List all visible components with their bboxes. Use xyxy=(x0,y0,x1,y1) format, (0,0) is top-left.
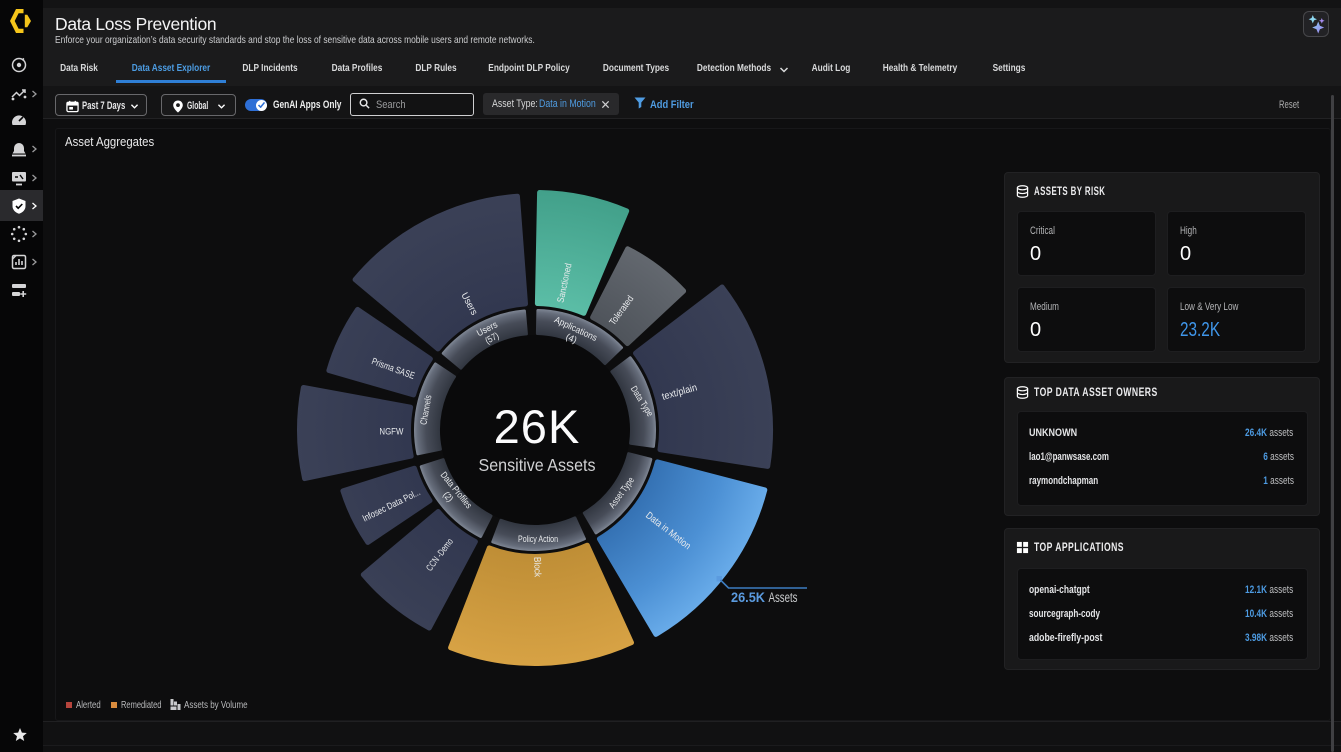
svg-text:Block: Block xyxy=(531,557,542,577)
svg-text:NGFW: NGFW xyxy=(379,427,403,438)
svg-text:Sensitive Assets: Sensitive Assets xyxy=(479,455,596,475)
svg-text:26K: 26K xyxy=(494,400,581,453)
svg-text:Assets: Assets xyxy=(769,590,798,605)
svg-text:Policy Action: Policy Action xyxy=(518,534,558,544)
svg-text:26.5K: 26.5K xyxy=(731,590,765,605)
